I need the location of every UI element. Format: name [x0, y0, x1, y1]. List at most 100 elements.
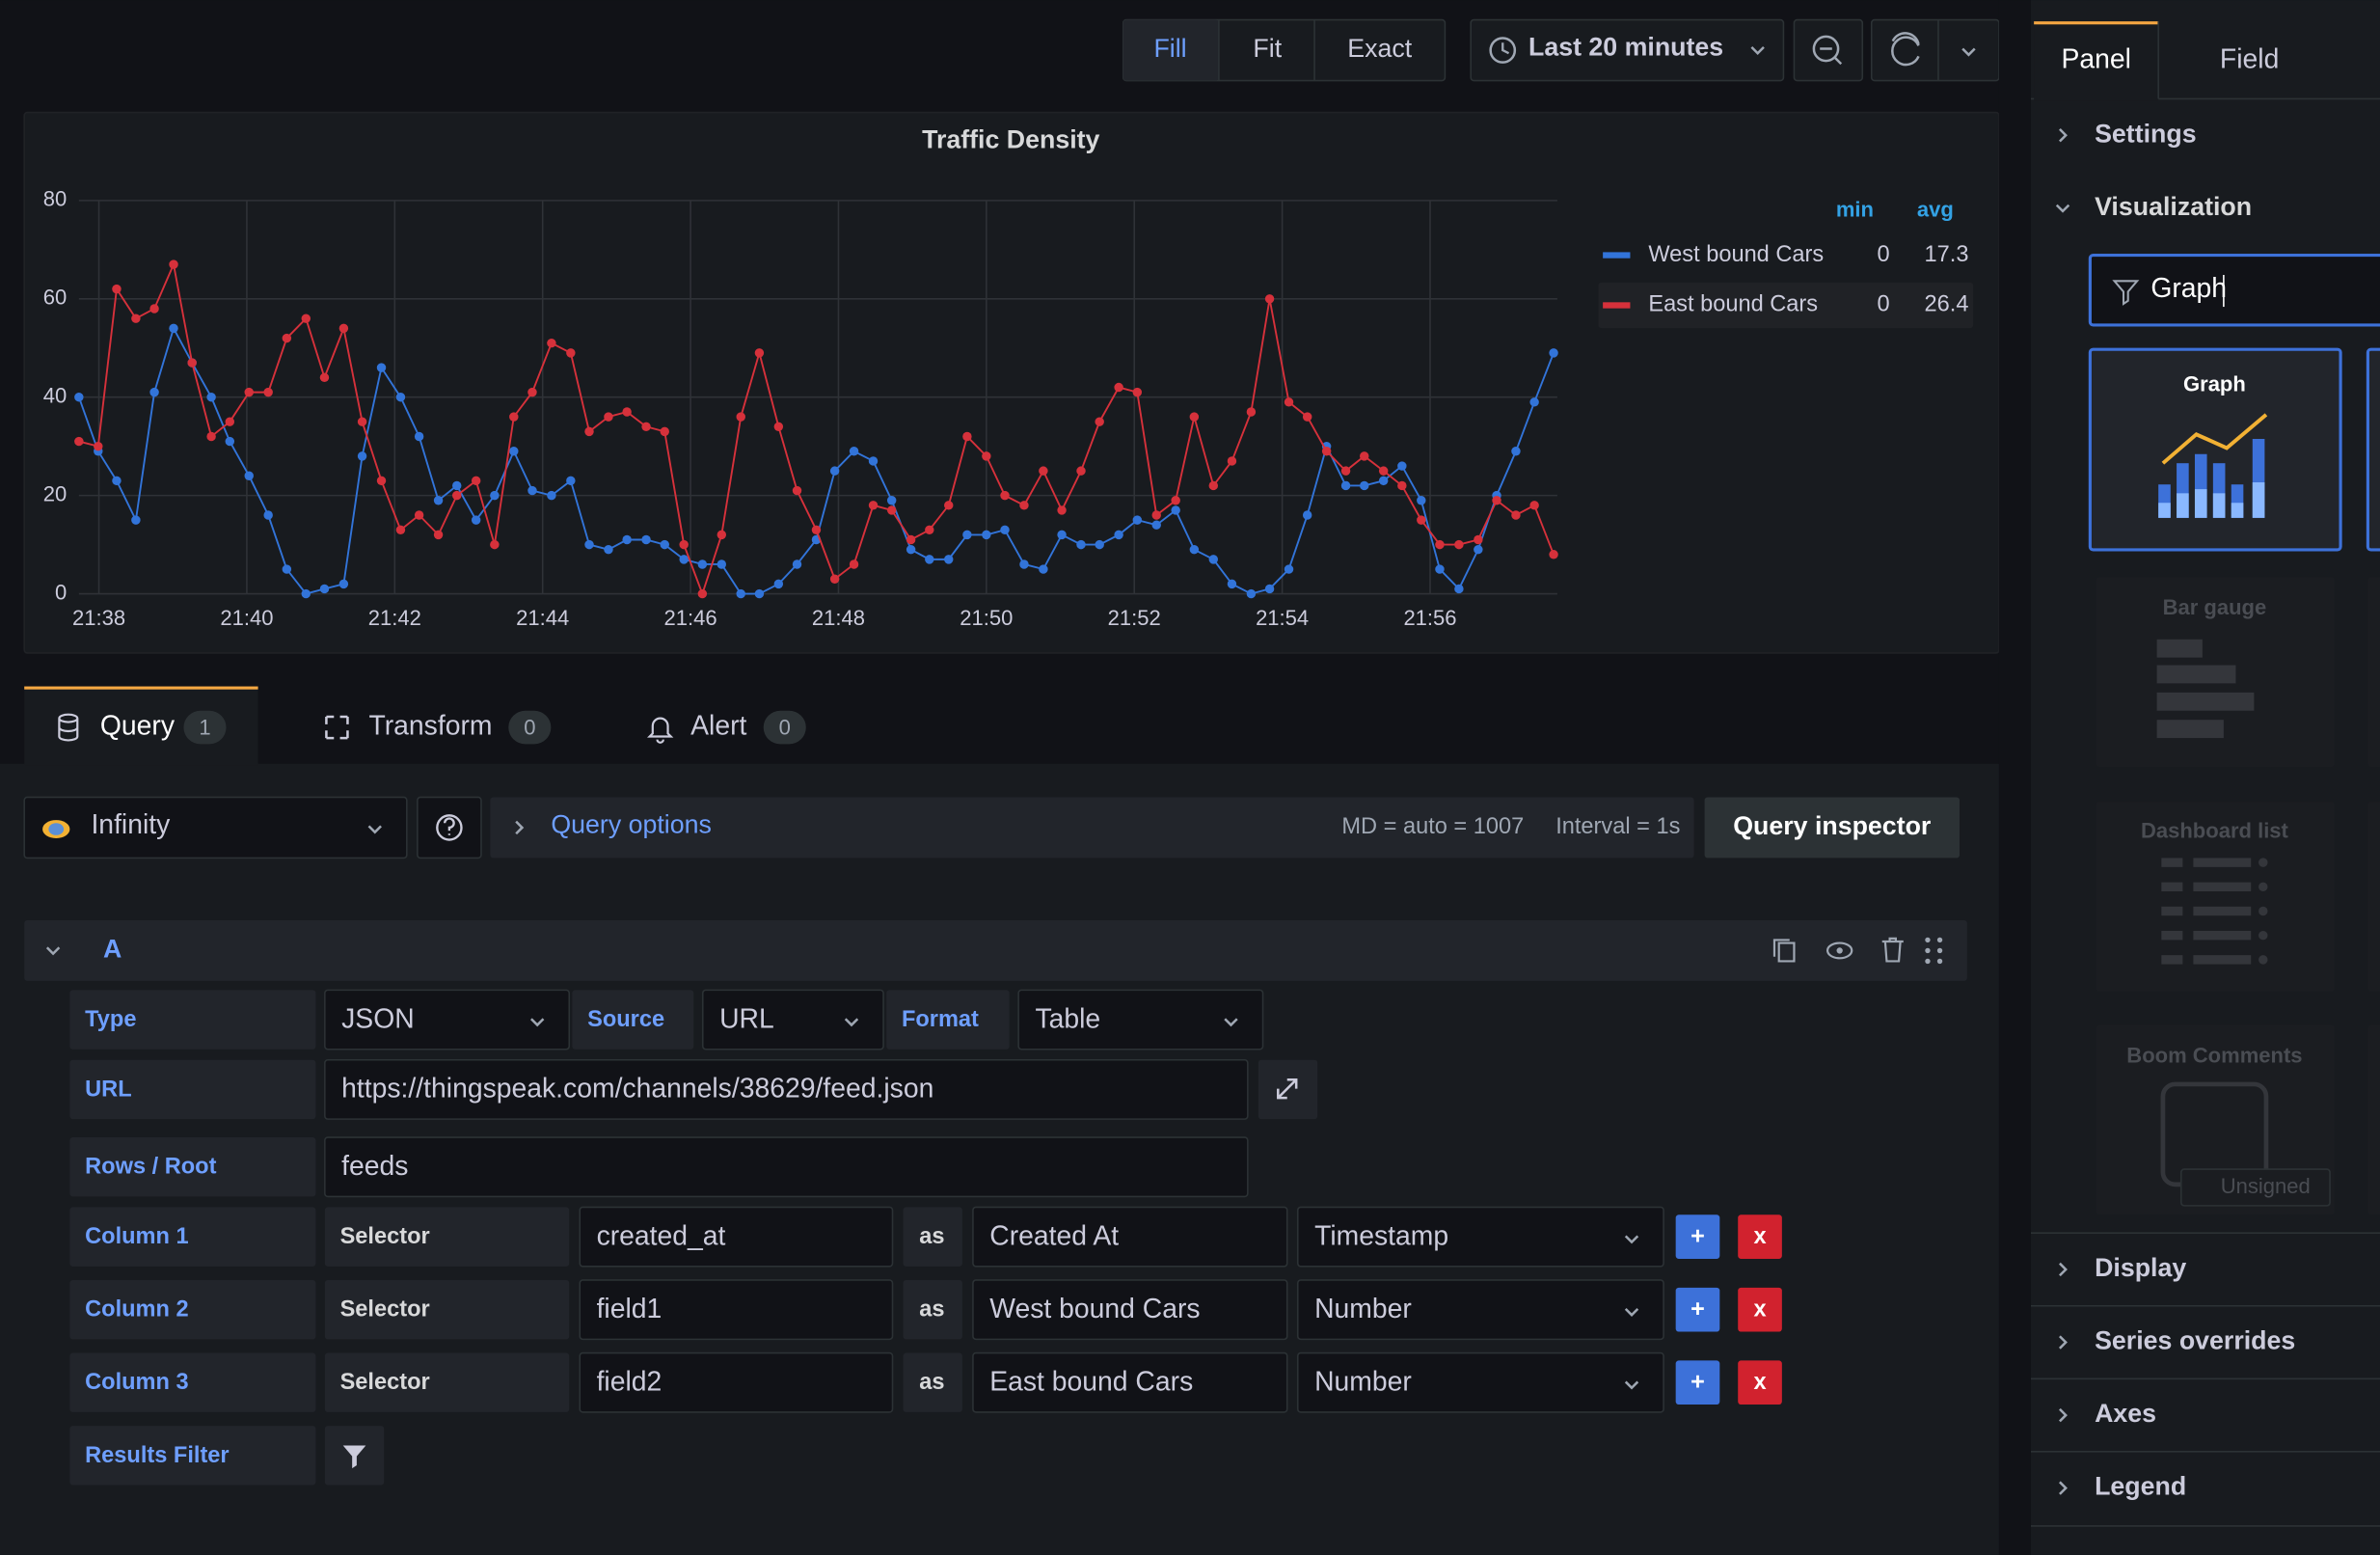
view-mode-active[interactable] [1122, 19, 1219, 81]
viz-icon-bar [2177, 493, 2189, 518]
remove-column-button[interactable] [1738, 1214, 1782, 1259]
text-input[interactable] [324, 1136, 1249, 1198]
field-label-text: Column 2 [85, 1297, 188, 1323]
section-header[interactable]: Settings [2095, 119, 2197, 148]
view-mode-button[interactable]: Fill [1153, 34, 1186, 63]
legend-entry[interactable]: West bound Cars [1648, 242, 1824, 267]
data-point [414, 431, 424, 442]
query-options[interactable]: Query options [551, 809, 712, 838]
data-point [773, 422, 784, 432]
section-header[interactable]: Legend [2095, 1472, 2186, 1501]
text-input[interactable] [972, 1279, 1288, 1341]
data-point [414, 510, 424, 520]
data-point [1474, 534, 1483, 545]
legend-avg: 17.3 [1925, 242, 1969, 267]
remove-column-button[interactable] [1738, 1287, 1782, 1332]
data-point [754, 348, 765, 358]
section-header[interactable]: Display [2095, 1253, 2186, 1282]
add-column-button[interactable] [1675, 1287, 1720, 1332]
drag-handle-dot [1925, 958, 1931, 965]
text-input[interactable] [324, 1058, 1249, 1120]
viz-icon-bar [2156, 639, 2203, 658]
data-point [1114, 530, 1123, 540]
data-point [149, 387, 159, 397]
data-point [1132, 387, 1143, 397]
viz-card-disabled[interactable] [2096, 802, 2335, 992]
query-tab[interactable]: Alert [690, 711, 746, 742]
select-input[interactable] [1296, 1351, 1664, 1413]
view-mode-button[interactable]: Fit [1253, 34, 1282, 63]
zoom-icon [1812, 35, 1840, 63]
viz-card-disabled[interactable] [2096, 1024, 2335, 1215]
query-inspector-button[interactable] [1704, 797, 1961, 859]
query-tab[interactable]: Transform [368, 711, 492, 742]
section-header[interactable]: Visualization [2095, 192, 2252, 221]
side-tab[interactable]: Field [2220, 44, 2279, 75]
text-input[interactable] [972, 1351, 1288, 1413]
text-input[interactable] [579, 1206, 894, 1268]
field-label-text: Rows / Root [85, 1155, 216, 1180]
remove-column-button[interactable] [1738, 1360, 1782, 1405]
select-input[interactable] [1017, 989, 1264, 1050]
select-input[interactable] [1296, 1206, 1664, 1268]
query-tab[interactable]: Query [100, 711, 176, 742]
section-header[interactable]: Axes [2095, 1399, 2156, 1428]
refresh-button[interactable] [1870, 18, 2000, 82]
data-point [357, 417, 367, 426]
data-point [1511, 510, 1521, 520]
data-point [717, 559, 727, 569]
section-header[interactable]: Series overrides [2095, 1326, 2295, 1355]
y-tick-label: 0 [55, 580, 67, 604]
data-point [509, 447, 519, 456]
viz-card-title: Boom Comments [2126, 1043, 2302, 1067]
data-point [944, 555, 954, 564]
selector-label [324, 1352, 570, 1412]
input-value: field2 [597, 1367, 663, 1398]
field-label-text: Source [587, 1007, 664, 1032]
viz-card-selected[interactable] [2088, 347, 2342, 552]
data-point [149, 304, 159, 314]
data-point [1151, 520, 1161, 530]
data-point [679, 555, 689, 564]
select-input[interactable] [324, 989, 571, 1050]
data-point [962, 530, 972, 540]
text-input[interactable] [972, 1206, 1288, 1268]
input-value: https://thingspeak.com/channels/38629/fe… [341, 1074, 933, 1105]
add-column-button[interactable] [1675, 1360, 1720, 1405]
viz-search[interactable] [2088, 253, 2380, 327]
select-input[interactable] [1296, 1279, 1664, 1341]
text-input[interactable] [579, 1279, 894, 1341]
data-point [244, 471, 254, 480]
view-mode-button[interactable]: Exact [1347, 34, 1412, 63]
data-point [1057, 530, 1067, 540]
zoom-out-button[interactable] [1793, 18, 1864, 82]
datasource-picker[interactable] [23, 796, 408, 859]
data-point [225, 417, 235, 426]
viz-icon-bar [2252, 482, 2265, 518]
select-input[interactable] [701, 989, 884, 1050]
input-value: created_at [597, 1220, 726, 1251]
data-point [395, 392, 406, 402]
viz-icon-row [2161, 882, 2183, 892]
side-tab[interactable]: Panel [2061, 44, 2130, 75]
tab-count: 1 [199, 715, 210, 739]
data-point [376, 363, 387, 372]
data-point [1474, 544, 1483, 555]
text-input[interactable] [579, 1351, 894, 1413]
viz-card-title: Bar gauge [2163, 595, 2267, 619]
legend-min: 0 [1877, 292, 1889, 317]
data-point [1227, 579, 1237, 589]
legend-entry[interactable]: East bound Cars [1648, 292, 1818, 317]
query-options-bar [490, 797, 1694, 859]
field-label [69, 1137, 316, 1197]
data-point [906, 544, 916, 555]
data-point [1511, 447, 1521, 456]
data-point [660, 426, 669, 437]
add-column-button[interactable] [1675, 1214, 1720, 1259]
data-point [622, 534, 632, 545]
data-point [94, 441, 103, 451]
button-label: Query inspector [1733, 811, 1931, 840]
time-picker[interactable] [1470, 18, 1785, 82]
data-point [1189, 412, 1200, 422]
data-point [622, 407, 632, 417]
